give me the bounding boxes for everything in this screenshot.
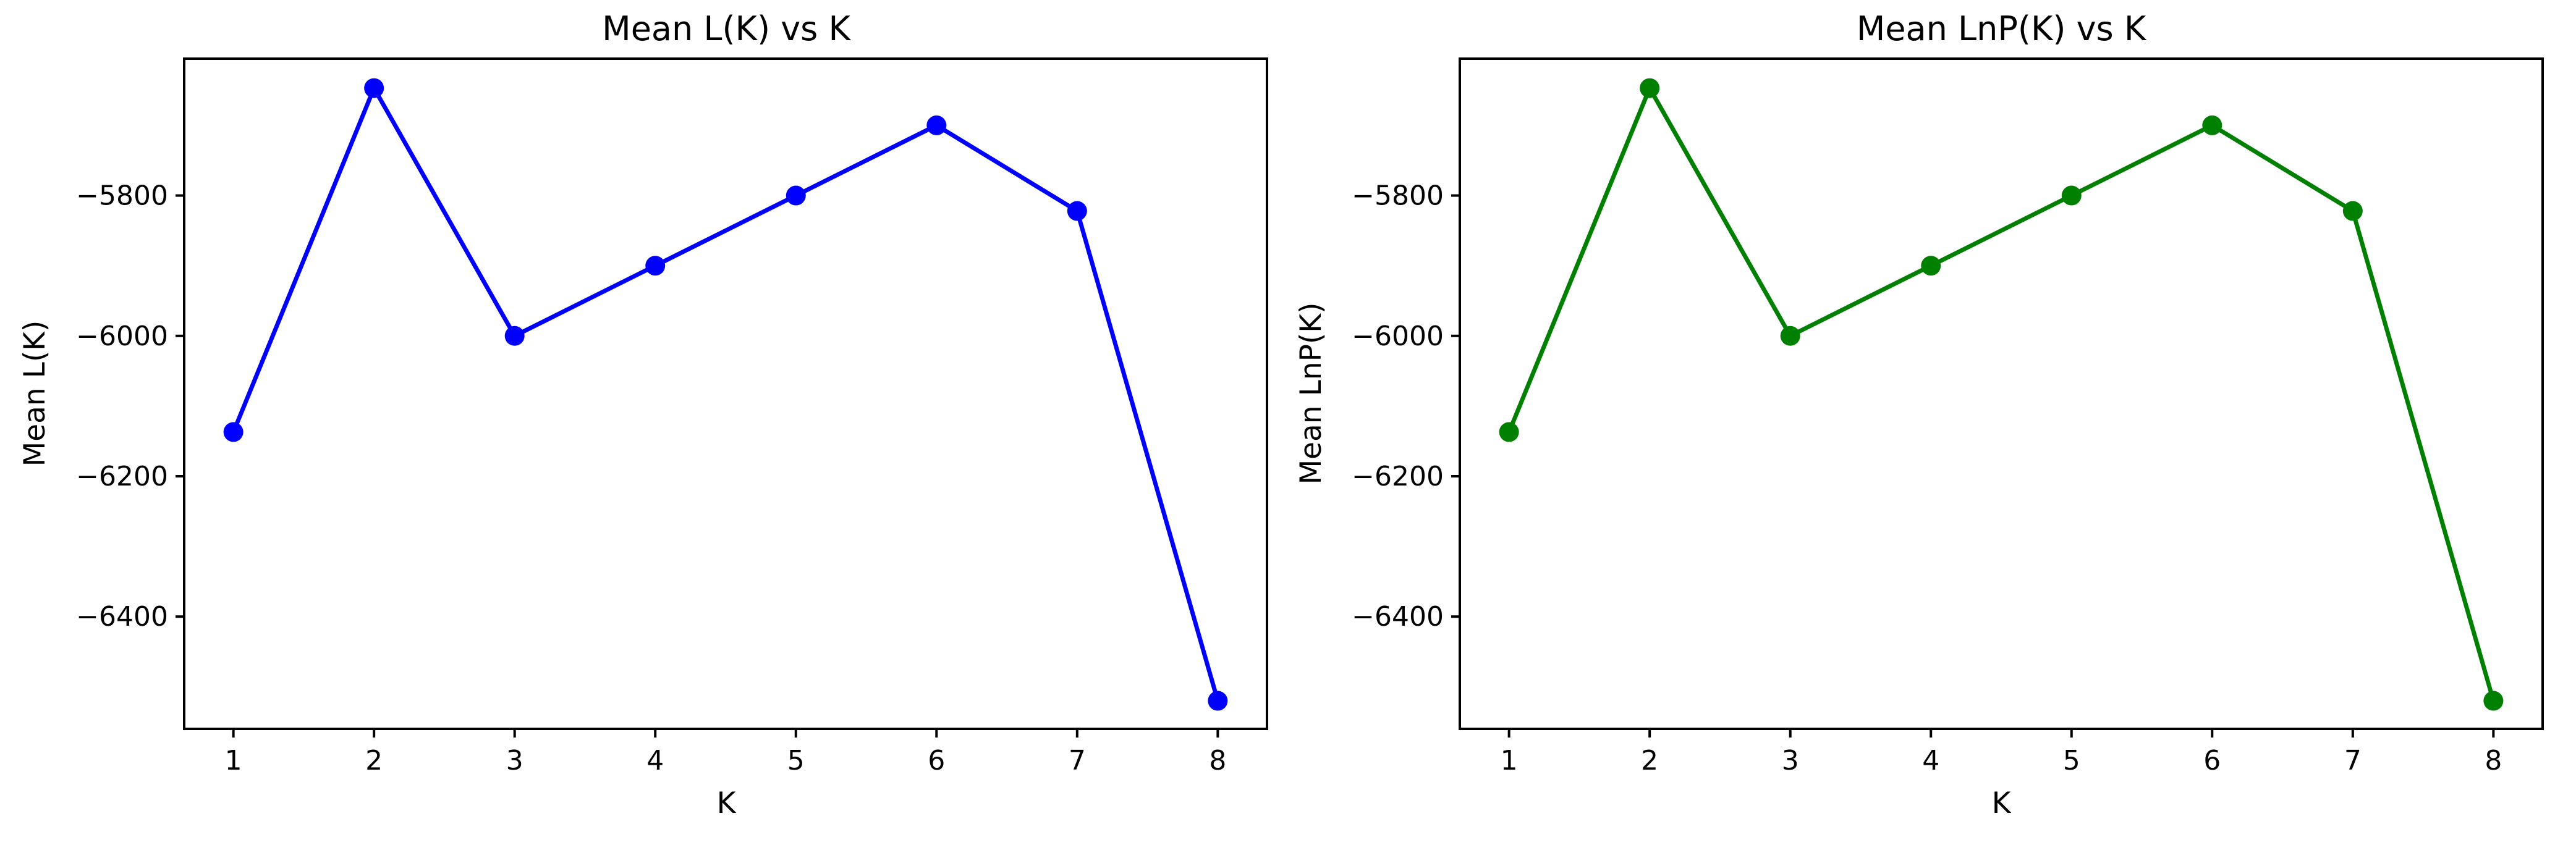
data-point — [2061, 185, 2082, 206]
x-tick-label: 6 — [2203, 745, 2221, 776]
data-point — [2342, 201, 2363, 221]
data-point — [504, 326, 525, 346]
data-point — [926, 115, 947, 135]
y-tick-label: −5800 — [1352, 180, 1444, 212]
right-chart: Mean LnP(K) vs K 1 2 3 4 5 6 7 8 −5800 −6000 −620… — [1294, 9, 2544, 820]
data-point — [364, 78, 384, 98]
x-tick-label: 2 — [365, 745, 383, 776]
chart-title: Mean L(K) vs K — [602, 9, 851, 48]
y-tick-label: −6200 — [1352, 461, 1444, 492]
x-tick-label: 2 — [1641, 745, 1658, 776]
plot-frame — [183, 57, 1268, 730]
y-tick-label: −6400 — [76, 601, 168, 633]
data-point — [786, 185, 806, 206]
y-tick-labels: −5800 −6000 −6200 −6400 — [1352, 180, 1444, 633]
chart-title: Mean LnP(K) vs K — [1857, 9, 2147, 48]
x-axis-label: K — [1992, 786, 2012, 820]
y-axis-label: Mean LnP(K) — [1294, 303, 1328, 485]
y-tick-label: −6000 — [1352, 321, 1444, 352]
data-point — [2202, 115, 2222, 135]
y-tick-label: −6000 — [76, 321, 168, 352]
x-tick-labels: 1 2 3 4 5 6 7 8 — [1501, 745, 2502, 776]
plot-frame — [1459, 57, 2544, 730]
data-point — [1640, 78, 1660, 98]
data-point — [223, 422, 244, 442]
y-tick-label: −5800 — [76, 180, 168, 212]
y-tick-labels: −5800 −6000 −6200 −6400 — [76, 180, 168, 633]
series-layer — [223, 78, 1228, 711]
x-tick-label: 5 — [2063, 745, 2080, 776]
x-axis-label: K — [717, 786, 737, 820]
series-line — [1507, 86, 2496, 702]
data-point — [1499, 422, 1519, 442]
x-tick-labels: 1 2 3 4 5 6 7 8 — [225, 745, 1227, 776]
x-tick-label: 3 — [1782, 745, 1799, 776]
data-point — [1921, 256, 1941, 276]
x-tick-marks — [176, 194, 1219, 738]
x-tick-label: 1 — [1501, 745, 1518, 776]
x-tick-label: 7 — [1069, 745, 1086, 776]
data-point — [1208, 691, 1228, 711]
y-axis-label: Mean L(K) — [18, 321, 52, 467]
data-point — [645, 256, 666, 276]
x-tick-label: 7 — [2344, 745, 2362, 776]
x-tick-marks — [1451, 194, 2495, 738]
series-line — [231, 86, 1220, 702]
y-tick-label: −6200 — [76, 461, 168, 492]
x-tick-label: 8 — [2485, 745, 2502, 776]
series-layer — [1499, 78, 2504, 711]
x-tick-label: 8 — [1209, 745, 1226, 776]
x-tick-label: 6 — [928, 745, 945, 776]
data-point — [2483, 691, 2504, 711]
data-point — [1780, 326, 1800, 346]
data-point — [1067, 201, 1087, 221]
x-tick-label: 3 — [506, 745, 523, 776]
x-tick-label: 4 — [646, 745, 664, 776]
y-tick-label: −6400 — [1352, 601, 1444, 633]
x-tick-label: 4 — [1922, 745, 1939, 776]
x-tick-label: 1 — [225, 745, 242, 776]
x-tick-label: 5 — [787, 745, 805, 776]
